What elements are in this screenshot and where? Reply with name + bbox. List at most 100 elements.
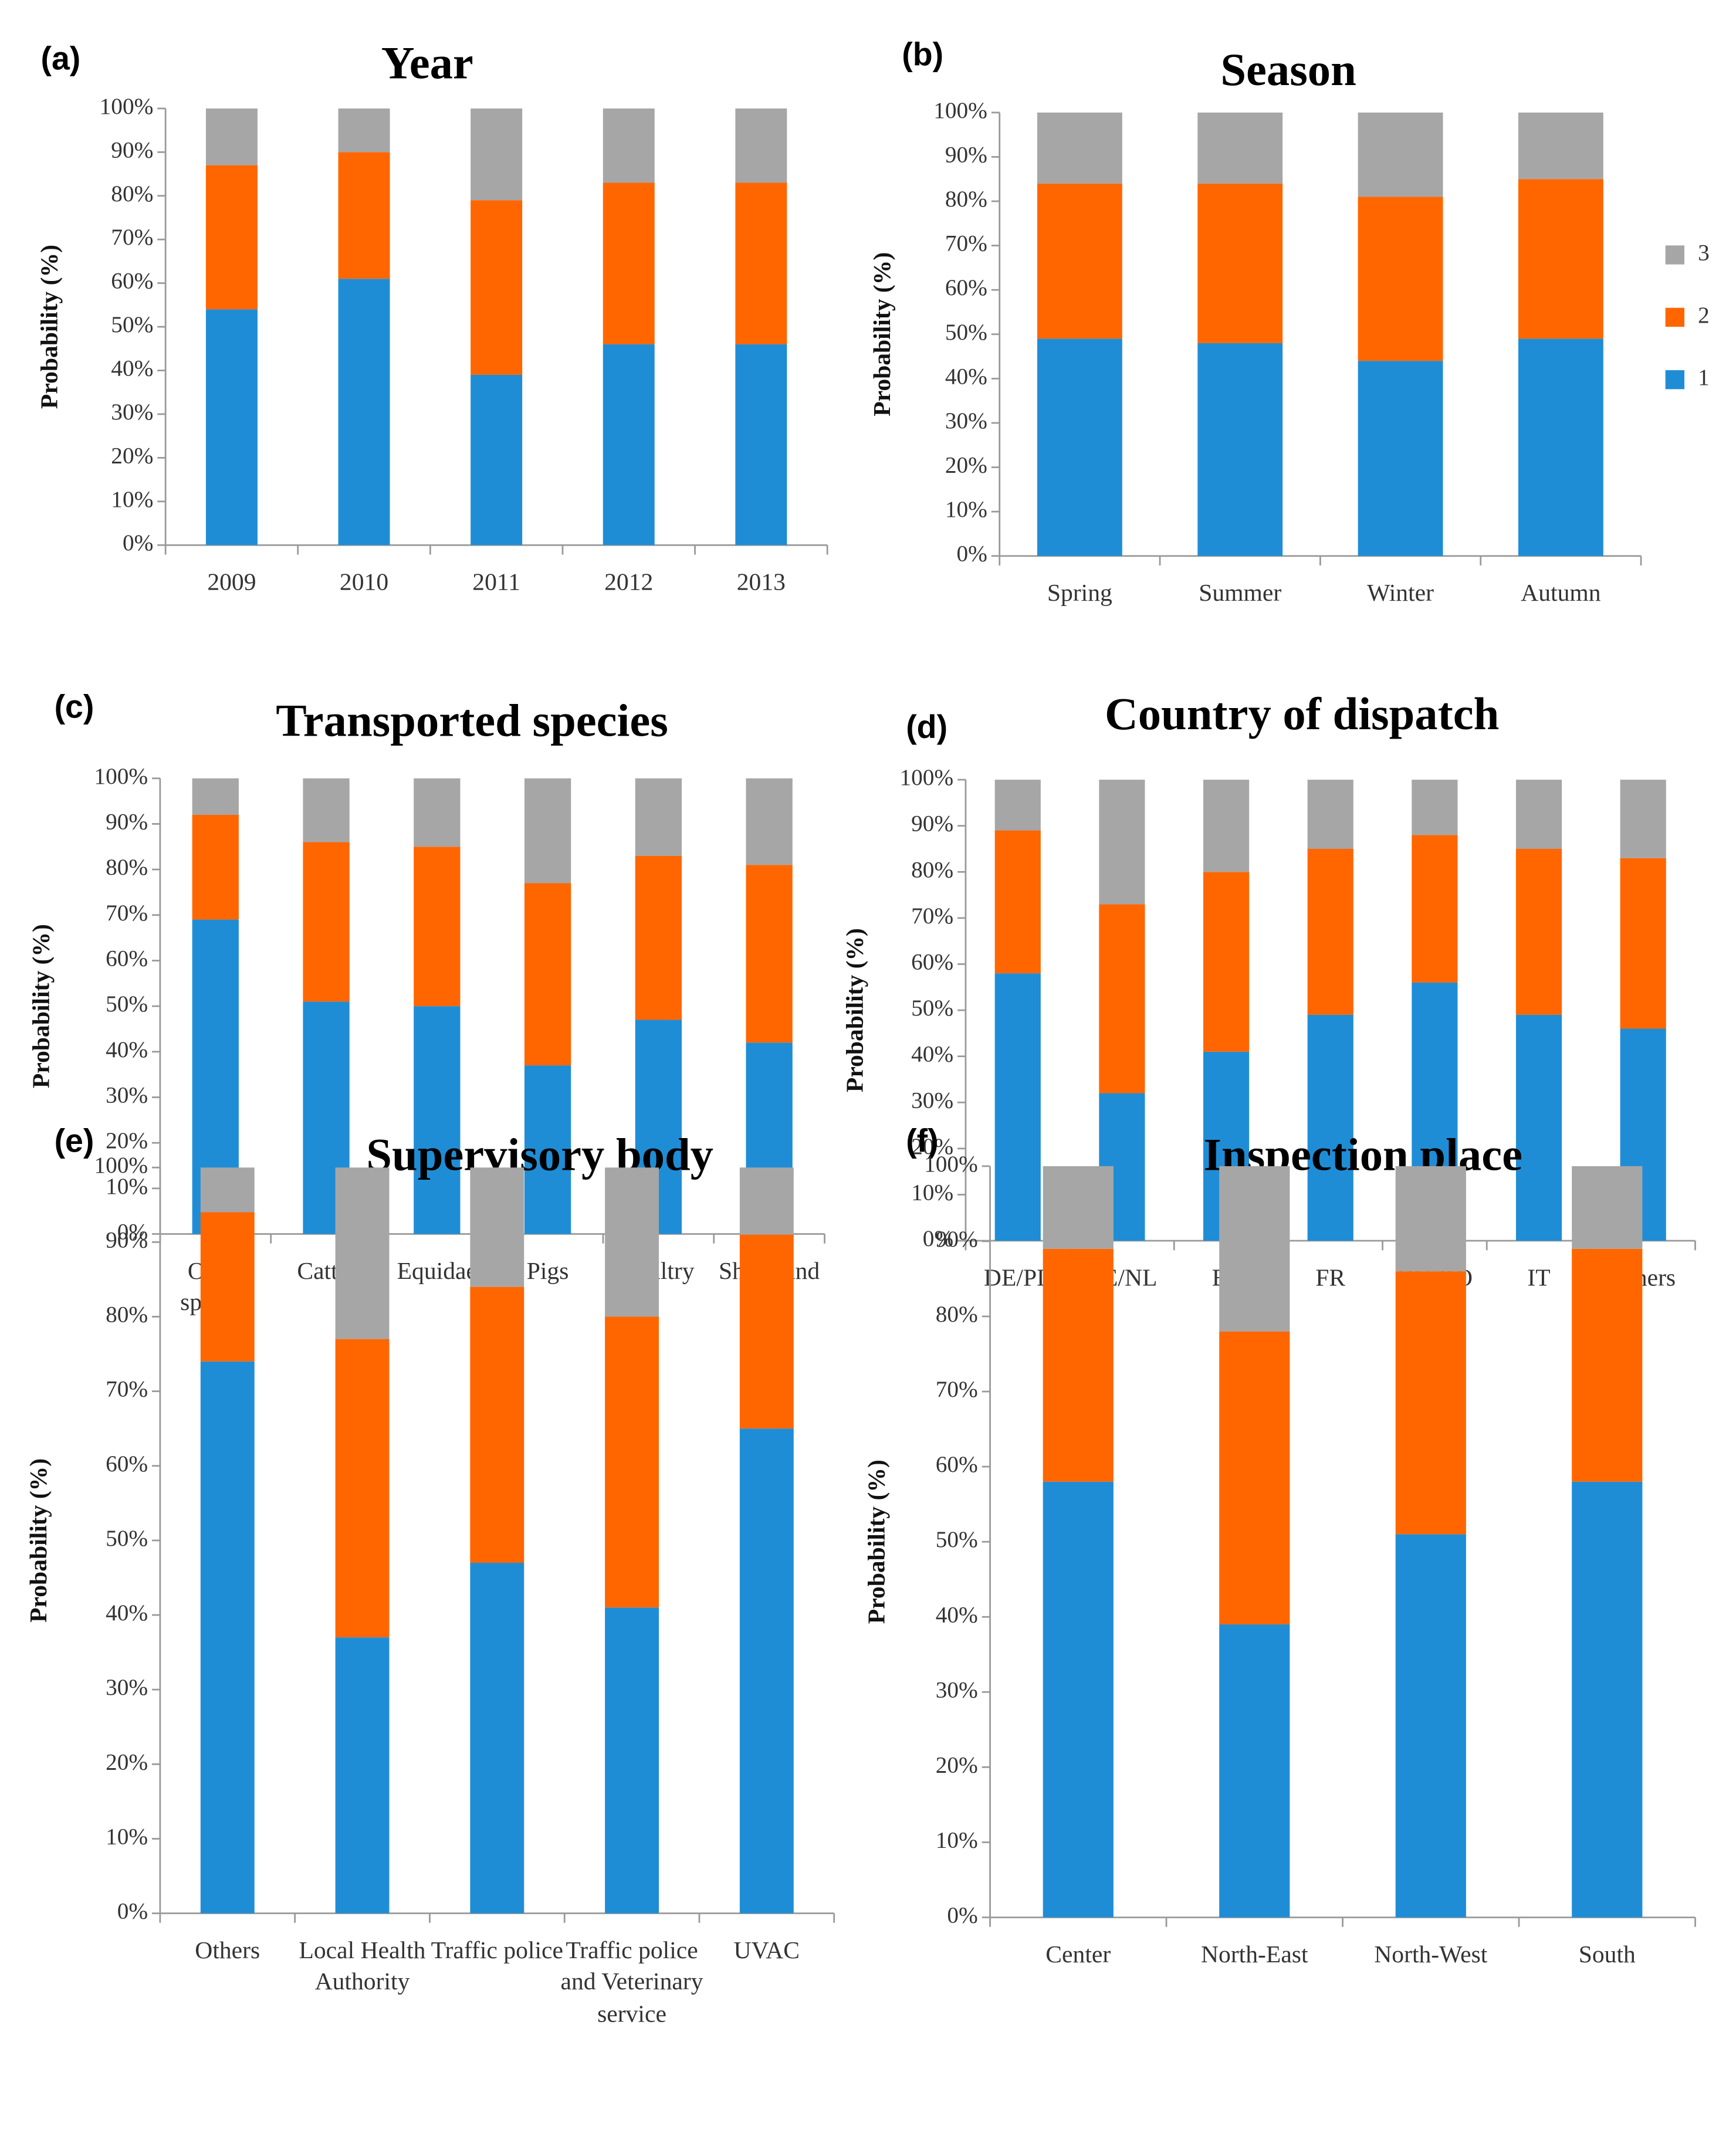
bar-segment (338, 279, 390, 546)
bar-segment (200, 1167, 255, 1213)
y-tick-label: 20% (111, 443, 153, 468)
bar-segment (1203, 872, 1250, 1052)
bar-segment (1515, 780, 1562, 849)
y-tick-label: 60% (945, 275, 987, 300)
y-tick-label: 90% (911, 811, 953, 837)
bar-segment (1412, 835, 1458, 983)
x-label-box: Traffic police (431, 1936, 563, 1963)
y-tick-label: 80% (945, 187, 987, 212)
y-axis-label: Probability (%) (36, 245, 63, 409)
bar-segment (471, 200, 523, 375)
y-tick-label: 10% (106, 1174, 148, 1199)
bar-segment (1358, 197, 1443, 361)
bar-segment (605, 1316, 659, 1608)
x-label-box: Spring (1047, 579, 1112, 607)
bar-segment (603, 108, 655, 183)
y-tick-label: 70% (945, 231, 987, 256)
y-tick-label: 70% (106, 1377, 148, 1402)
bar-segment (1043, 1166, 1114, 1249)
bar-segment (739, 1428, 794, 1914)
bar-segment (1358, 112, 1443, 197)
y-tick-label: 100% (94, 1153, 148, 1178)
y-tick-label: 20% (106, 1749, 148, 1775)
bar-segment (635, 778, 682, 856)
y-tick-label: 0% (957, 541, 987, 567)
y-axis-label: Probability (%) (28, 924, 55, 1088)
x-label-box: North-East (1201, 1941, 1308, 1968)
y-tick-label: 30% (945, 408, 987, 434)
x-label-box: IT (1527, 1264, 1550, 1291)
y-tick-label: 90% (945, 142, 987, 167)
y-tick-label: 50% (936, 1527, 978, 1552)
x-tick-label: 2011 (472, 568, 520, 595)
bar-segment (739, 1167, 794, 1235)
y-tick-label: 60% (106, 1451, 148, 1477)
x-tick-label: Traffic police and Veterinary service (560, 1936, 703, 2027)
y-tick-label: 50% (111, 312, 153, 337)
bar-segment (1358, 361, 1443, 556)
bar-segment (200, 1361, 255, 1914)
x-label-box: Traffic police and Veterinary service (560, 1936, 703, 2027)
legend-label: 3 (1698, 241, 1710, 266)
y-tick-label: 40% (106, 1600, 148, 1626)
bar-segment (524, 778, 571, 883)
x-label-box: Center (1045, 1940, 1111, 1968)
chart-title: Transported species (276, 695, 668, 746)
bar-segment (1572, 1248, 1643, 1482)
bar-segment (994, 780, 1041, 831)
y-tick-label: 40% (111, 356, 153, 381)
x-tick-label: UVAC (733, 1936, 800, 1964)
x-tick-label: FR (1315, 1264, 1346, 1291)
bar-segment (1307, 780, 1353, 849)
bar-segment (1395, 1534, 1466, 1918)
x-tick-label: Center (1045, 1940, 1111, 1968)
y-tick-label: 80% (111, 181, 153, 206)
y-tick-label: 20% (945, 453, 987, 478)
y-tick-label: 70% (911, 903, 953, 929)
y-tick-label: 40% (936, 1602, 978, 1627)
bar-segment (471, 374, 523, 546)
y-axis-label: Probability (%) (841, 928, 869, 1092)
bar-segment (338, 108, 390, 153)
y-tick-label: 100% (94, 764, 148, 789)
bar-segment (605, 1167, 659, 1317)
bar-segment (746, 865, 793, 1043)
bar-segment (192, 814, 239, 920)
y-tick-label: 80% (106, 1302, 148, 1327)
y-tick-label: 60% (106, 946, 148, 971)
y-tick-label: 60% (111, 269, 153, 294)
y-tick-label: 0% (123, 530, 153, 556)
x-tick-label: DE/PL (983, 1264, 1052, 1291)
bar-segment (1219, 1331, 1290, 1625)
y-tick-label: 100% (924, 1152, 978, 1177)
legend-swatch (1665, 245, 1685, 265)
chart-title: Supervisory body (366, 1129, 713, 1180)
bar-segment (1572, 1166, 1643, 1249)
bar-segment (1518, 112, 1603, 180)
bar-segment (470, 1286, 524, 1563)
y-tick-label: 20% (911, 1134, 953, 1159)
bar-segment (603, 182, 655, 344)
x-tick-label: Summer (1199, 579, 1282, 607)
y-tick-label: 20% (936, 1752, 978, 1778)
x-tick-label: Spring (1047, 579, 1112, 607)
x-tick-label: 2013 (736, 568, 786, 595)
x-label-box: Summer (1199, 579, 1282, 607)
y-tick-label: 50% (911, 996, 953, 1021)
y-tick-label: 70% (106, 900, 148, 926)
bar-segment (524, 883, 571, 1066)
x-tick-label: Pigs (526, 1257, 569, 1284)
y-tick-label: 100% (933, 98, 987, 123)
panel-label: (b) (902, 36, 943, 73)
bar-segment (1099, 780, 1145, 905)
legend-swatch (1665, 370, 1685, 390)
panel-label: (e) (55, 1122, 94, 1159)
bar-segment (471, 108, 523, 201)
bar-segment (303, 778, 350, 842)
y-tick-label: 60% (911, 949, 953, 974)
chart-title: Season (1220, 44, 1356, 95)
bar-segment (735, 182, 787, 344)
y-tick-label: 10% (945, 497, 987, 522)
y-tick-label: 10% (111, 487, 153, 512)
y-tick-label: 30% (106, 1675, 148, 1700)
